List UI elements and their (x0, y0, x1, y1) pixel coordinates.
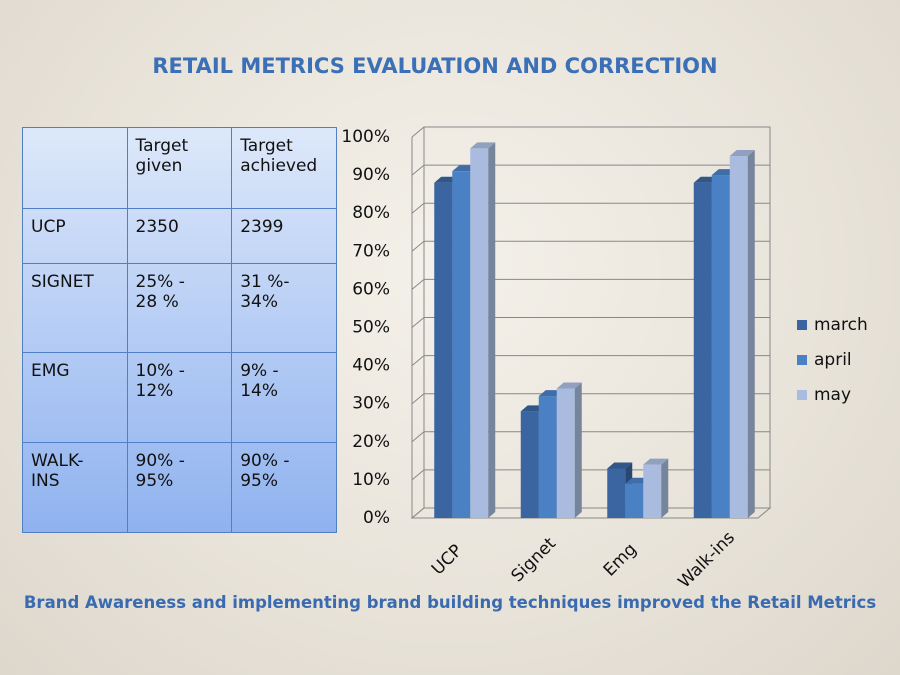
bar-side (661, 458, 669, 518)
bar-top (470, 142, 496, 149)
y-tick-label: 80% (352, 203, 390, 223)
slide-title: RETAIL METRICS EVALUATION AND CORRECTION (152, 54, 718, 78)
table-cell: EMG (22, 352, 128, 443)
grid-line (411, 317, 770, 328)
bar-front (711, 175, 730, 518)
bar-top (729, 150, 755, 157)
x-tick-label: Emg (600, 539, 641, 580)
bar-front (470, 148, 489, 518)
y-tick-label: 20% (352, 432, 390, 452)
bar-front (693, 182, 712, 518)
bar-front (625, 483, 644, 518)
y-tick-label: 30% (352, 394, 390, 414)
legend-label: may (814, 385, 851, 405)
grid-line (411, 164, 770, 176)
x-tick-label: UCP (428, 541, 467, 580)
table-cell: 2399 (231, 208, 337, 264)
bar-front (434, 182, 453, 518)
y-tick-label: 10% (352, 470, 390, 490)
bar (470, 142, 496, 518)
y-tick-label: 0% (363, 508, 390, 528)
table-cell: WALK-INS (22, 442, 128, 533)
bar-top (556, 382, 582, 389)
bar-side (747, 150, 755, 519)
footer-text: Brand Awareness and implementing brand b… (23, 593, 877, 612)
y-tick-label: 50% (352, 318, 390, 338)
legend-swatch (797, 320, 807, 330)
bar (729, 150, 755, 519)
table-cell: SIGNET (22, 263, 128, 353)
bar (643, 458, 669, 518)
grid-line (411, 202, 770, 214)
bar-front (607, 468, 626, 518)
table-header: Target achieved (231, 127, 337, 209)
bar-top (607, 462, 633, 469)
legend-swatch (797, 355, 807, 365)
legend-label: march (814, 315, 868, 335)
bar-front (538, 396, 557, 518)
x-tick-label: Signet (508, 534, 561, 587)
grid-line (411, 278, 770, 290)
table-cell: 90% - 95% (231, 442, 337, 533)
y-tick-label: 40% (352, 356, 390, 376)
grid-line (411, 126, 770, 138)
table-cell: 9% - 14% (231, 352, 337, 443)
legend-label: april (814, 350, 852, 370)
table-cell: 90% - 95% (126, 442, 233, 533)
y-tick-label: 90% (352, 165, 390, 185)
grid-line (411, 355, 770, 366)
grid-line (411, 240, 770, 252)
bar-side (488, 142, 496, 518)
bar (556, 382, 582, 518)
grid-line (411, 431, 770, 443)
bar-front (452, 171, 471, 519)
table-cell: UCP (22, 208, 128, 264)
bar-front (643, 464, 662, 518)
legend-swatch (797, 390, 807, 400)
bar-side (574, 382, 582, 518)
bar-front (729, 156, 748, 519)
table-cell: 31 %- 34% (231, 263, 337, 353)
table-cell: 10% - 12% (126, 352, 233, 443)
grid-line (411, 393, 770, 405)
table-header (22, 127, 128, 209)
y-tick-label: 60% (352, 279, 390, 299)
bar-front (520, 411, 539, 518)
bar-top (643, 458, 669, 465)
y-tick-label: 100% (341, 127, 390, 147)
x-tick-label: Walk-ins (675, 528, 740, 593)
y-tick-label: 70% (352, 241, 390, 261)
metrics-table: Target given Target achieved UCP 2350 2399 … (22, 127, 337, 533)
bar-front (556, 388, 575, 518)
